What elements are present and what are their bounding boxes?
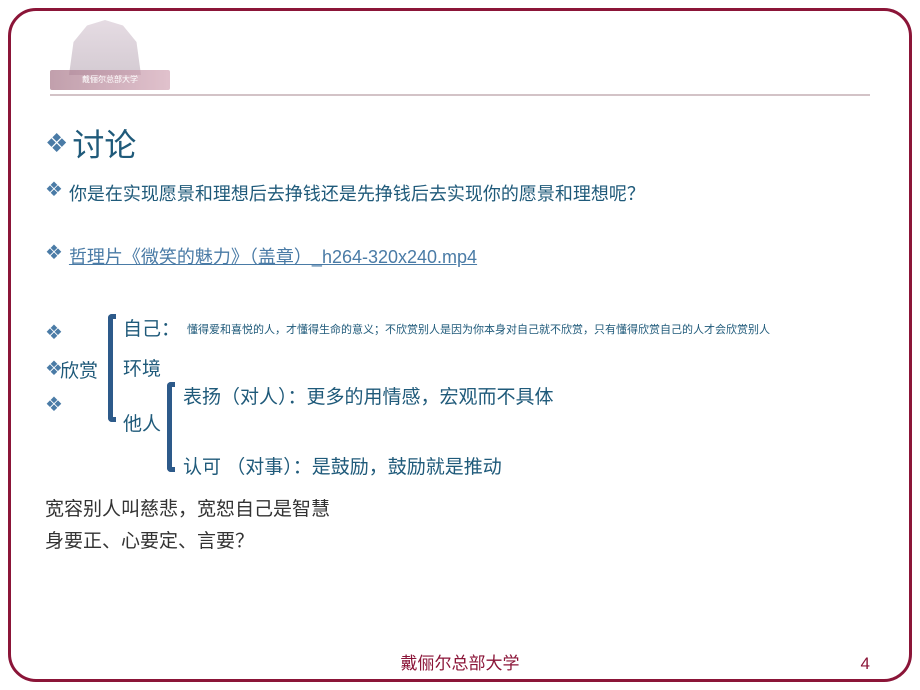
approve-text: 认可 （对事）：是鼓励，鼓励就是推动 — [183, 452, 502, 479]
environment-label: 环境 — [123, 354, 161, 381]
others-label: 他人 — [123, 409, 161, 436]
logo-area: 戴俪尔总部大学 — [50, 20, 180, 90]
bracket-icon — [167, 382, 175, 472]
diagram-area: ❖ ❖ ❖ 欣赏 自己： 懂得爱和喜悦的人，才懂得生命的意义；不欣赏别人是因为你… — [45, 314, 875, 484]
appreciate-label: 欣赏 — [60, 356, 98, 383]
question-text: 你是在实现愿景和理想后去挣钱还是先挣钱后去实现你的愿景和理想呢？ — [69, 180, 645, 209]
praise-text: 表扬（对人）：更多的用情感，宏观而不具体 — [183, 382, 554, 409]
spacer — [45, 215, 875, 243]
bottom-quotes: 宽容别人叫慈悲，宽恕自己是智慧 身要正、心要定、言要？ — [45, 494, 330, 559]
question-row: ❖ 你是在实现愿景和理想后去挣钱还是先挣钱后去实现你的愿景和理想呢？ — [45, 180, 875, 209]
diamond-bullet-icon: ❖ — [45, 243, 63, 263]
page-number: 4 — [861, 654, 870, 674]
slide-title: 讨论 — [72, 120, 136, 166]
bracket-icon — [108, 314, 116, 422]
logo-silhouette-icon — [60, 20, 150, 75]
spacer — [45, 278, 875, 306]
logo-label: 戴俪尔总部大学 — [50, 70, 170, 90]
diamond-bullet-icon: ❖ — [45, 392, 63, 417]
self-description: 懂得爱和喜悦的人，才懂得生命的意义；不欣赏别人是因为你本身对自己就不欣赏，只有懂… — [187, 321, 770, 337]
quote-line-2: 身要正、心要定、言要？ — [45, 526, 330, 558]
video-link[interactable]: 哲理片《微笑的魅力》（盖章）_h264-320x240.mp4 — [69, 243, 477, 272]
header-underline — [50, 94, 870, 96]
logo-text: 戴俪尔总部大学 — [50, 70, 170, 90]
diamond-bullet-icon: ❖ — [45, 180, 63, 200]
diamond-bullet-icon: ❖ — [45, 130, 68, 156]
self-label: 自己： — [123, 314, 180, 341]
diamond-bullet-icon: ❖ — [45, 320, 63, 345]
content-area: ❖ 讨论 ❖ 你是在实现愿景和理想后去挣钱还是先挣钱后去实现你的愿景和理想呢？ … — [45, 120, 875, 484]
footer-text: 戴俪尔总部大学 — [401, 649, 520, 674]
quote-line-1: 宽容别人叫慈悲，宽恕自己是智慧 — [45, 494, 330, 526]
title-row: ❖ 讨论 — [45, 120, 875, 166]
link-row: ❖ 哲理片《微笑的魅力》（盖章）_h264-320x240.mp4 — [45, 243, 875, 272]
